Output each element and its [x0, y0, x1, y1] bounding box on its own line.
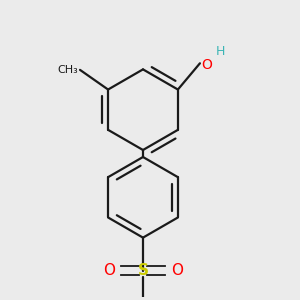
- Text: CH₃: CH₃: [58, 65, 78, 75]
- Text: S: S: [137, 263, 148, 278]
- Text: O: O: [202, 58, 213, 72]
- Text: H: H: [216, 44, 225, 58]
- Text: O: O: [171, 263, 183, 278]
- Text: O: O: [103, 263, 115, 278]
